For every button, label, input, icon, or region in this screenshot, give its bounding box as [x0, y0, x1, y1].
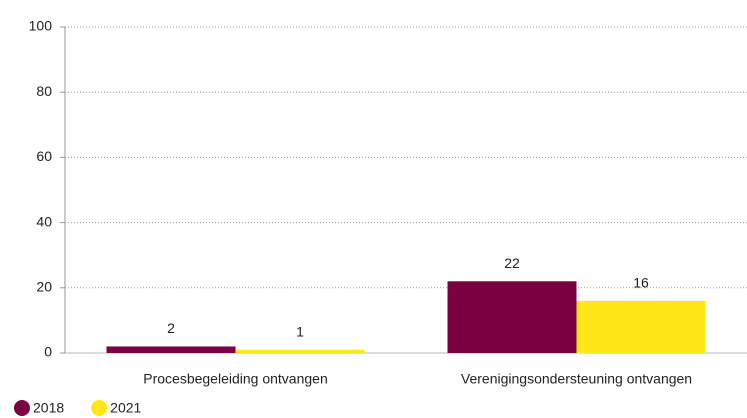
data-label: 1 — [296, 323, 304, 339]
y-tick-label: 100 — [29, 18, 53, 34]
bar — [576, 300, 706, 353]
x-tick-label: Procesbegeleiding ontvangen — [143, 371, 327, 387]
legend-label: 2021 — [110, 400, 141, 416]
y-tick-label: 0 — [44, 344, 52, 360]
data-label: 16 — [633, 275, 649, 291]
legend-marker — [14, 400, 30, 416]
y-tick-label: 60 — [36, 148, 52, 164]
y-tick-label: 80 — [36, 83, 52, 99]
data-label: 22 — [504, 255, 520, 271]
bar — [106, 346, 236, 353]
data-label: 2 — [167, 320, 175, 336]
bar — [447, 281, 577, 353]
y-tick-label: 40 — [36, 213, 52, 229]
x-tick-label: Verenigingsondersteuning ontvangen — [461, 371, 692, 387]
y-tick-label: 20 — [36, 279, 52, 295]
bar — [235, 349, 365, 353]
legend-label: 2018 — [33, 400, 64, 416]
legend-marker — [91, 400, 108, 416]
